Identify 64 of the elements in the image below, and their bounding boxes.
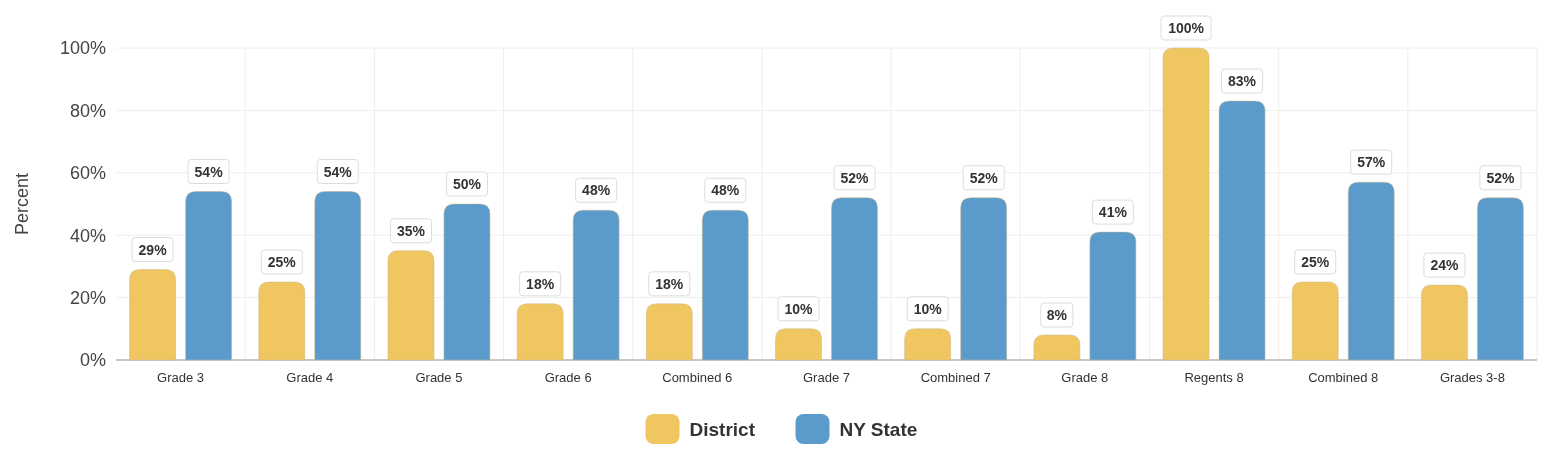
bar (1033, 334, 1081, 361)
bar (775, 328, 822, 361)
x-tick-label: Regents 8 (1184, 370, 1244, 385)
bar (1162, 47, 1210, 361)
y-axis-title: Percent (12, 172, 32, 236)
x-tick-label: Grade 5 (415, 370, 463, 385)
data-label: 54% (194, 163, 224, 180)
x-tick-label: Grade 7 (803, 370, 850, 385)
bar (185, 191, 232, 361)
data-label: 52% (1486, 169, 1515, 186)
bar (1477, 197, 1524, 361)
y-tick-label: 0% (79, 350, 106, 371)
x-tick-label: Grade 8 (1061, 370, 1109, 385)
y-tick-label: 20% (69, 287, 106, 308)
data-label: 83% (1228, 73, 1257, 90)
data-label: 10% (784, 300, 814, 317)
bar (387, 250, 435, 361)
x-tick-label: Combined 6 (662, 370, 733, 385)
data-label: 29% (138, 241, 168, 258)
data-label: 54% (323, 163, 353, 180)
bar (1421, 284, 1468, 361)
y-tick-label: 100% (59, 38, 106, 59)
y-tick-label: 80% (69, 100, 106, 121)
data-label: 18% (526, 275, 555, 292)
y-tick-label: 40% (69, 225, 106, 246)
bar (516, 303, 564, 361)
bar (646, 303, 693, 361)
data-label: 25% (267, 254, 297, 270)
bar (960, 197, 1007, 361)
data-label: 48% (582, 182, 611, 199)
data-label: 52% (969, 169, 999, 186)
data-label: 18% (655, 275, 684, 292)
data-label: 8% (1046, 307, 1068, 324)
bar (702, 209, 749, 361)
x-tick-label: Grades 3-8 (1439, 370, 1505, 385)
x-tick-label: Combined 8 (1308, 370, 1379, 385)
data-label: 48% (711, 182, 740, 199)
bar (314, 191, 362, 361)
legend-label: District (689, 419, 756, 440)
bar (831, 197, 878, 361)
x-tick-label: Grade 3 (157, 370, 205, 385)
x-tick-label: Grade 4 (286, 370, 334, 385)
bar (572, 209, 620, 361)
bar (904, 328, 951, 361)
x-tick-label: Grade 6 (544, 370, 592, 385)
data-label: 100% (1168, 20, 1205, 36)
data-label: 50% (452, 176, 482, 192)
data-label: 24% (1430, 257, 1459, 274)
legend-label: NY State (839, 419, 918, 440)
data-label: 35% (396, 222, 426, 239)
bar (129, 269, 176, 361)
bar (1347, 181, 1395, 361)
data-label: 25% (1301, 254, 1330, 270)
x-tick-label: Combined 7 (920, 370, 991, 385)
data-label: 10% (913, 300, 943, 317)
bar (1291, 281, 1339, 361)
y-tick-label: 60% (69, 163, 106, 184)
bar (1218, 100, 1266, 361)
data-label: 52% (840, 169, 870, 186)
data-label: 57% (1357, 154, 1386, 171)
bar (443, 203, 491, 361)
data-label: 41% (1098, 204, 1128, 221)
bar (1089, 231, 1137, 361)
bar (258, 281, 306, 361)
